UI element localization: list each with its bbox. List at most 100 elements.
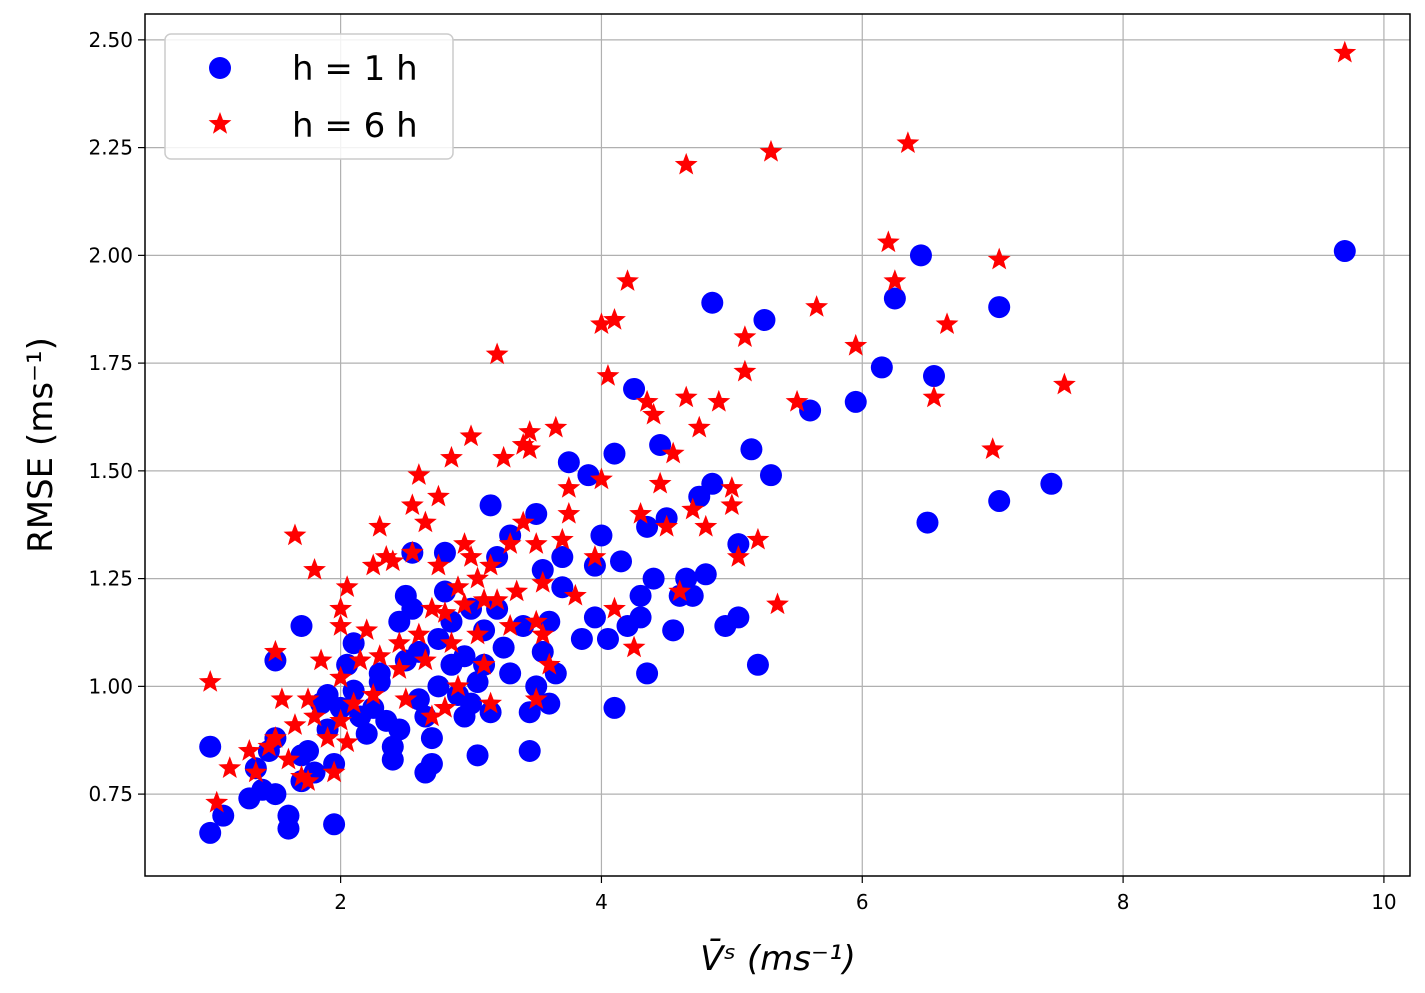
x-tick-label: 4 xyxy=(595,890,608,914)
h1-point xyxy=(596,627,619,650)
y-tick-label: 1.00 xyxy=(88,674,133,698)
y-tick-label: 1.50 xyxy=(88,459,133,483)
h1-point xyxy=(486,597,509,620)
h1-point xyxy=(701,472,724,495)
h6-point xyxy=(987,247,1011,270)
h6-point xyxy=(1333,40,1357,63)
h1-point xyxy=(427,627,450,650)
h6-point xyxy=(883,269,907,291)
h6-point xyxy=(563,583,587,606)
h6-point xyxy=(661,441,685,464)
h6-point xyxy=(935,312,959,335)
h1-point xyxy=(746,653,769,676)
legend-star xyxy=(208,112,232,134)
h6-point xyxy=(550,527,574,550)
h6-point xyxy=(518,437,542,460)
h6-point xyxy=(524,687,548,709)
h6-point xyxy=(785,389,809,412)
h6-point xyxy=(264,639,287,662)
h1-point xyxy=(922,365,945,388)
h6-point xyxy=(427,484,450,507)
h6-point xyxy=(374,545,398,567)
h6-point xyxy=(472,652,496,675)
h6-point xyxy=(257,734,281,757)
h1-point xyxy=(355,722,378,745)
h6-point xyxy=(440,631,463,653)
x-axis-label: V̄ˢ (ms⁻¹) xyxy=(700,938,856,979)
h1-point xyxy=(381,748,404,771)
legend-circle-marker xyxy=(209,57,231,79)
h1-point xyxy=(460,692,483,715)
h6-point xyxy=(505,579,529,602)
h6-point xyxy=(622,635,646,658)
h6-point xyxy=(544,415,568,438)
h6-point xyxy=(400,540,424,563)
h6-point xyxy=(303,557,326,580)
h6-point xyxy=(492,445,516,468)
h1-point xyxy=(290,615,313,638)
h6-point xyxy=(629,501,652,524)
x-tick-label: 6 xyxy=(856,890,869,914)
y-tick-label: 1.75 xyxy=(88,351,133,375)
h1-point xyxy=(629,606,652,629)
h6-point xyxy=(479,553,503,576)
h6-point xyxy=(459,545,483,567)
h1-point xyxy=(407,688,430,711)
h1-point xyxy=(636,515,659,538)
h1-point xyxy=(420,727,443,750)
h1-point xyxy=(277,804,300,827)
h1-point xyxy=(479,701,502,724)
h6-point xyxy=(198,670,222,692)
y-tick-label: 0.75 xyxy=(88,782,133,806)
h6-point xyxy=(557,501,581,524)
h6-point xyxy=(440,445,463,468)
h6-point xyxy=(766,592,789,615)
h6-point xyxy=(642,402,666,425)
h1-point xyxy=(583,554,606,577)
y-axis-label: RMSE (ms⁻¹) xyxy=(21,337,61,553)
h1-point xyxy=(753,309,776,332)
y-tick-label: 2.00 xyxy=(88,243,133,267)
h6-point xyxy=(244,760,268,783)
h1-point xyxy=(401,597,424,620)
h6-point xyxy=(726,545,750,567)
h6-point xyxy=(427,553,450,576)
h6-point xyxy=(381,549,405,572)
h6-point xyxy=(498,532,522,554)
h6-point xyxy=(290,764,313,787)
h1-point xyxy=(909,244,932,267)
h6-point xyxy=(420,596,444,619)
h1-point xyxy=(583,606,606,629)
axis-ticks: 2 4 6 8 10 0.75 1.00 1.25 1.50 1.75 2.00 2.25 2.50 xyxy=(88,28,1396,914)
x-tick-label: 8 xyxy=(1117,890,1130,914)
h6-point xyxy=(681,497,705,520)
h1-point xyxy=(603,442,626,465)
h6-point xyxy=(316,726,339,748)
h1-point xyxy=(453,645,476,668)
data-points xyxy=(198,40,1357,844)
h6-point xyxy=(583,545,607,567)
h6-point xyxy=(264,726,287,748)
h1-point xyxy=(694,563,717,586)
h1-point xyxy=(1040,472,1063,495)
h6-point xyxy=(603,308,626,330)
h1-point xyxy=(988,296,1011,319)
h1-point xyxy=(264,649,287,672)
h1-point xyxy=(844,390,867,413)
h1-point xyxy=(427,675,450,698)
h1-point xyxy=(342,632,365,655)
y-tick-label: 2.25 xyxy=(88,136,133,160)
h6-point xyxy=(466,566,489,589)
h6-point xyxy=(466,622,489,645)
h6-point xyxy=(746,527,770,550)
h6-point xyxy=(329,665,353,688)
h1-point xyxy=(570,627,593,650)
legend-label-h1: h = 1 h xyxy=(292,49,418,89)
h1-point xyxy=(629,584,652,607)
h6-point xyxy=(590,467,613,490)
h6-point xyxy=(524,532,548,554)
h1-point xyxy=(388,718,411,741)
h6-point xyxy=(296,687,320,709)
h1-point xyxy=(551,546,574,569)
